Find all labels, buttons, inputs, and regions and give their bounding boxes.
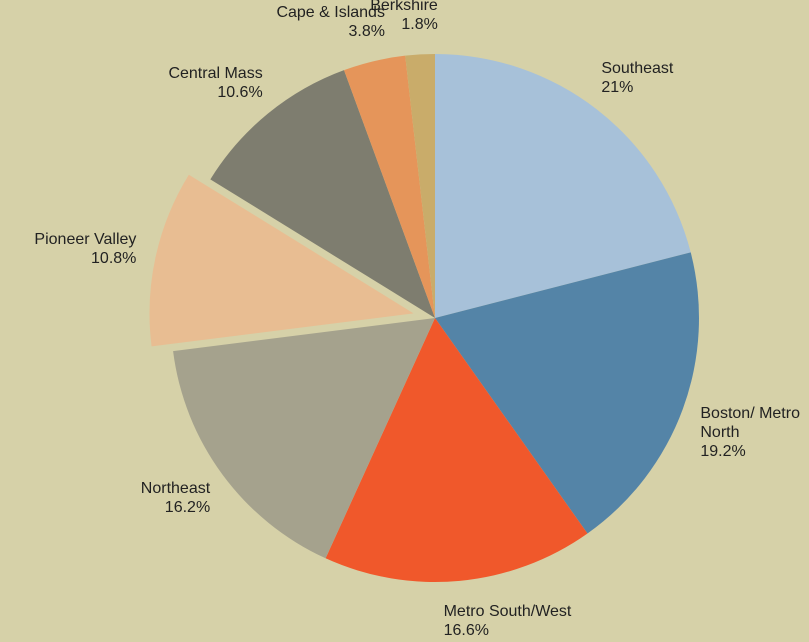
category-label: Southeast [601,59,674,77]
pie-slice [173,318,435,559]
value-label: 16.6% [443,621,489,639]
slice-label: Metro South/West 16.6% [444,602,574,640]
slice-label: Boston/ Metro North 19.2% [700,404,809,461]
slice-label: Central Mass 10.6% [133,64,263,102]
value-label: 10.6% [217,83,263,101]
pie-slice [149,174,414,347]
value-label: 10.8% [91,249,137,267]
category-label: Central Mass [168,64,263,82]
pie-slice [210,70,435,319]
category-label: Pioneer Valley [34,230,137,248]
value-label: 19.2% [700,442,746,460]
category-label: Cape & Islands [276,4,385,22]
category-label: Boston/ Metro North [700,404,800,441]
category-label: Metro South/West [443,602,572,620]
slice-label: Cape & Islands 3.8% [255,3,385,41]
value-label: 21% [601,78,634,96]
slice-label: Southeast 21% [601,59,731,97]
pie-slice [325,318,588,583]
slice-label: Pioneer Valley 10.8% [6,230,136,268]
category-label: Berkshire [370,0,438,14]
category-label: Northeast [140,480,211,498]
pie-slice [344,55,435,318]
value-label: 3.8% [348,23,385,41]
value-label: 16.2% [164,499,211,517]
slice-label: Berkshire 1.8% [308,0,438,34]
pie-slice [435,54,691,318]
value-label: 1.8% [401,15,438,33]
slice-label: Northeast 16.2% [80,479,210,517]
pie-slice [435,252,699,534]
pie-slice [405,54,435,318]
